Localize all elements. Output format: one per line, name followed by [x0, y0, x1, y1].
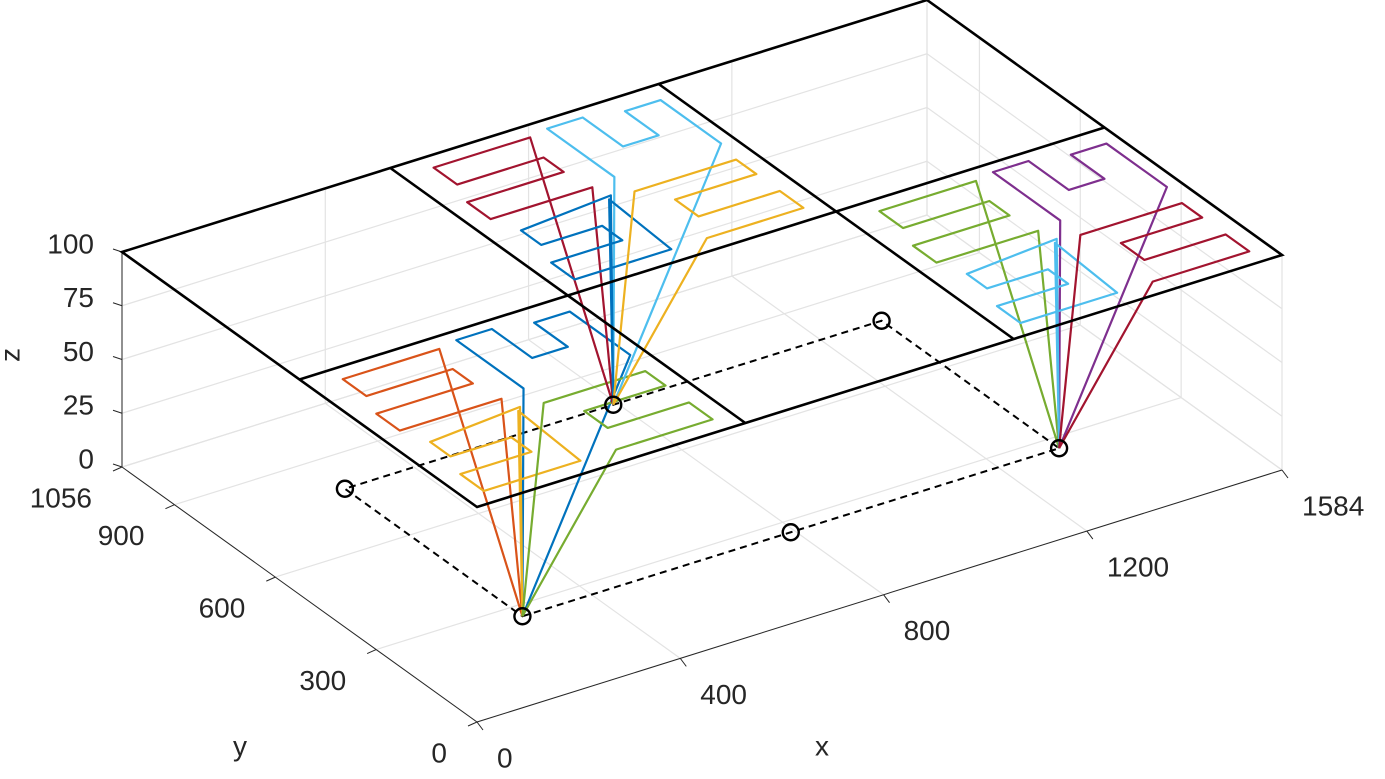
x-tick-label: 1584 [1302, 490, 1364, 521]
x-tick-label: 400 [700, 679, 747, 710]
x-axis-line [476, 469, 1283, 723]
route [432, 136, 615, 406]
depot [872, 311, 891, 330]
z-axis-label: z [0, 348, 25, 362]
grid-line [121, 214, 928, 468]
route [546, 98, 723, 406]
y-axis-label: y [233, 730, 247, 761]
grid-line [926, 53, 1283, 310]
x-axis-label: x [815, 730, 829, 761]
x-tick-label: 0 [497, 742, 513, 773]
grid-line [121, 160, 928, 414]
route [878, 179, 1061, 449]
partition-line [299, 126, 1105, 381]
grid-line [926, 107, 1283, 363]
x-tick-label: 1200 [1107, 551, 1169, 582]
x-tick [476, 721, 484, 731]
y-tick-label: 900 [98, 520, 145, 551]
grid-line [528, 339, 884, 596]
depot [513, 607, 532, 626]
route [519, 194, 673, 405]
depot [1049, 439, 1069, 458]
y-tick [467, 721, 478, 727]
depot [335, 479, 355, 498]
z-tick [112, 356, 123, 360]
y-tick-label: 300 [299, 665, 346, 696]
x-tick-label: 800 [904, 615, 951, 646]
depot [604, 395, 623, 414]
y-tick [366, 649, 377, 655]
depot [781, 523, 800, 542]
y-axis-line [121, 466, 478, 723]
z-tick-label: 0 [78, 443, 94, 474]
x-tick [1086, 530, 1094, 540]
z-tick-label: 50 [63, 336, 94, 367]
route [965, 237, 1119, 449]
z-tick-label: 75 [63, 282, 94, 313]
x-tick [679, 658, 687, 667]
grid-line [926, 214, 1283, 471]
route [1057, 201, 1251, 449]
y-tick [112, 466, 123, 472]
grid-line [926, 160, 1283, 417]
z-tick [112, 302, 123, 307]
grid-line [121, 53, 928, 307]
x-tick [883, 594, 890, 604]
route [612, 158, 805, 406]
route [341, 347, 524, 617]
route [991, 142, 1169, 449]
z-tick [112, 463, 123, 468]
z-tick-label: 25 [63, 390, 94, 421]
x-tick [1281, 469, 1289, 479]
y-tick-label: 600 [199, 593, 246, 624]
route [521, 369, 714, 617]
route [455, 310, 632, 617]
grid-line [324, 402, 681, 659]
z-tick-label: 100 [47, 228, 94, 259]
route [429, 405, 582, 617]
z-tick [112, 409, 123, 414]
y-tick [165, 504, 175, 510]
grid-line [174, 252, 980, 506]
depot-route [342, 319, 1062, 618]
y-tick-label: 0 [431, 737, 447, 768]
y-tick [266, 576, 276, 582]
y-tick-label: 1056 [30, 482, 92, 513]
grid-line [731, 275, 1088, 532]
